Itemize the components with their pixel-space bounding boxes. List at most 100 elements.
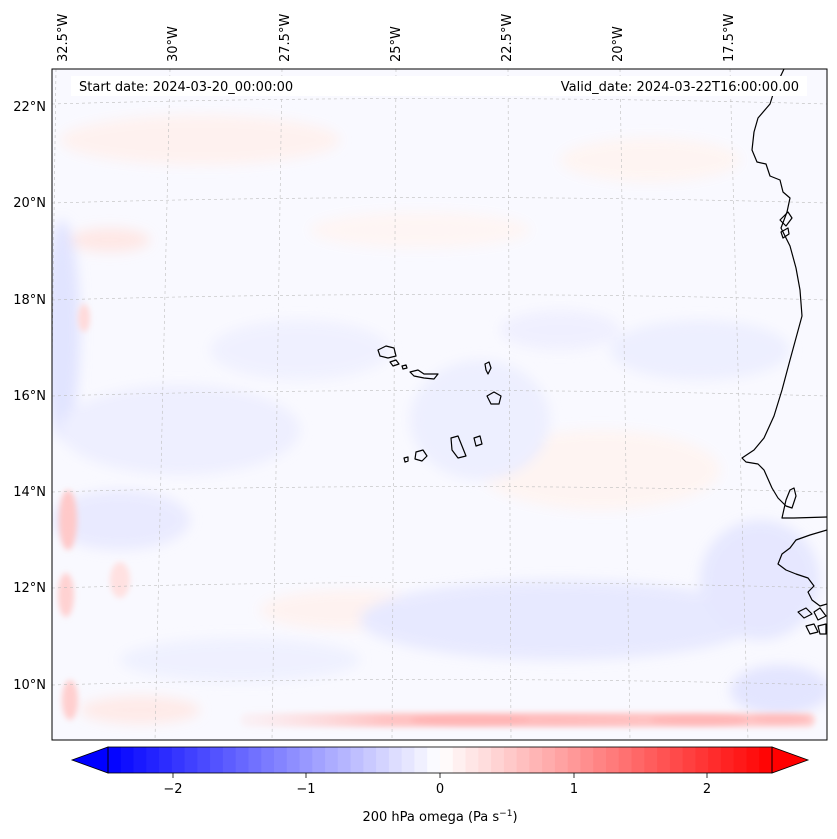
island-sao-vicente [389, 359, 400, 367]
colorbar-title: 200 hPa omega (Pa s−1) [362, 809, 517, 825]
colorbar-block [759, 747, 773, 773]
colorbar-block [108, 747, 122, 773]
lat-label-14n: 14°N [13, 485, 46, 500]
meridian-22-5w [507, 69, 512, 740]
colorbar-block [720, 747, 735, 773]
colorbar-block [376, 747, 390, 773]
island-dakar-2 [780, 227, 790, 239]
lat-label-22n: 22°N [13, 100, 46, 115]
colorbar-block [312, 747, 326, 773]
latitude-labels: 22°N 20°N 18°N 16°N 14°N 12°N 10°N [13, 100, 46, 693]
colorbar-block [299, 747, 313, 773]
island-sao-nicolau [409, 369, 439, 380]
colorbar-title-exp: −1 [499, 809, 512, 819]
colorbar-block [363, 747, 377, 773]
lon-label-27-5w: 27.5°W [278, 14, 293, 62]
colorbar-extend-high [771, 746, 810, 774]
colorbar-block [337, 747, 352, 773]
colorbar-block [542, 747, 556, 773]
colorbar-extend-low [70, 746, 109, 774]
parallel-22n [52, 98, 827, 105]
colorbar-block [669, 747, 684, 773]
guinea-bissau-coast [777, 529, 827, 607]
colorbar-block [248, 747, 262, 773]
colorbar: −2 −1 0 1 2 200 hPa omega (Pa s−1) [70, 746, 810, 825]
meridian-27-5w [271, 69, 283, 740]
island-boa-vista [486, 391, 502, 405]
colorbar-block [440, 747, 454, 773]
parallel-14n [52, 486, 827, 493]
colorbar-block [554, 747, 569, 773]
cbar-label-1: 1 [570, 782, 578, 797]
valid-date-text: Valid_date: 2024-03-22T16:00:00.00 [561, 80, 799, 95]
lon-label-32-5w: 32.5°W [56, 14, 71, 62]
colorbar-block [325, 747, 339, 773]
bijagos-3 [805, 623, 819, 635]
colorbar-block [120, 747, 135, 773]
colorbar-blocks [108, 747, 773, 773]
cbar-label-0: 0 [436, 782, 444, 797]
meridian-30w [154, 69, 171, 740]
header-box [71, 76, 807, 96]
colorbar-block [350, 747, 364, 773]
coastlines [377, 69, 827, 635]
parallel-10n [52, 679, 827, 686]
colorbar-block [210, 747, 224, 773]
parallel-20n [52, 197, 827, 204]
colorbar-block [261, 747, 275, 773]
meridian-20w [619, 69, 631, 740]
lon-label-25w: 25°W [389, 26, 404, 62]
colorbar-block [388, 747, 403, 773]
island-fogo [414, 449, 428, 462]
colorbar-block [503, 747, 518, 773]
meridian-17-5w [729, 69, 749, 740]
lon-label-22-5w: 22.5°W [500, 14, 515, 62]
colorbar-block [274, 747, 288, 773]
map-gridlines [52, 69, 827, 740]
colorbar-title-close: ) [512, 810, 517, 825]
colorbar-block [452, 747, 467, 773]
bijagos-1 [797, 607, 813, 619]
colorbar-ticks [172, 773, 708, 778]
start-date-text: Start date: 2024-03-20_00:00:00 [79, 80, 293, 95]
island-santiago [450, 435, 467, 459]
colorbar-block [695, 747, 709, 773]
colorbar-block [414, 747, 428, 773]
colorbar-block [491, 747, 505, 773]
colorbar-block [286, 747, 301, 773]
colorbar-block [427, 747, 441, 773]
lat-label-12n: 12°N [13, 581, 46, 596]
bijagos-2 [813, 607, 827, 621]
colorbar-block [133, 747, 147, 773]
colorbar-block [146, 747, 160, 773]
colorbar-block [465, 747, 479, 773]
colorbar-block [159, 747, 173, 773]
colorbar-block [401, 747, 416, 773]
lat-label-16n: 16°N [13, 389, 46, 404]
parallel-16n [52, 390, 827, 397]
colorbar-block [708, 747, 722, 773]
island-santa-luzia [401, 364, 408, 370]
lon-label-17-5w: 17.5°W [722, 14, 737, 62]
colorbar-block [580, 747, 594, 773]
lat-label-18n: 18°N [13, 293, 46, 308]
island-brava [403, 456, 409, 463]
meridian-25w [391, 69, 397, 740]
parallel-18n [52, 294, 827, 301]
colorbar-block [222, 747, 237, 773]
bijagos-4 [817, 623, 827, 635]
island-santo-antao [377, 345, 397, 359]
colorbar-block [631, 747, 645, 773]
colorbar-block [618, 747, 633, 773]
colorbar-block [733, 747, 748, 773]
lat-label-20n: 20°N [13, 196, 46, 211]
colorbar-block [606, 747, 620, 773]
omega-field [52, 69, 827, 740]
colorbar-title-main: 200 hPa omega (Pa s [362, 810, 499, 825]
colorbar-block [478, 747, 492, 773]
africa-coastline [741, 69, 827, 519]
cbar-label-minus2: −2 [163, 782, 182, 797]
plot-frame [51, 68, 828, 741]
parallel-12n [52, 582, 827, 589]
